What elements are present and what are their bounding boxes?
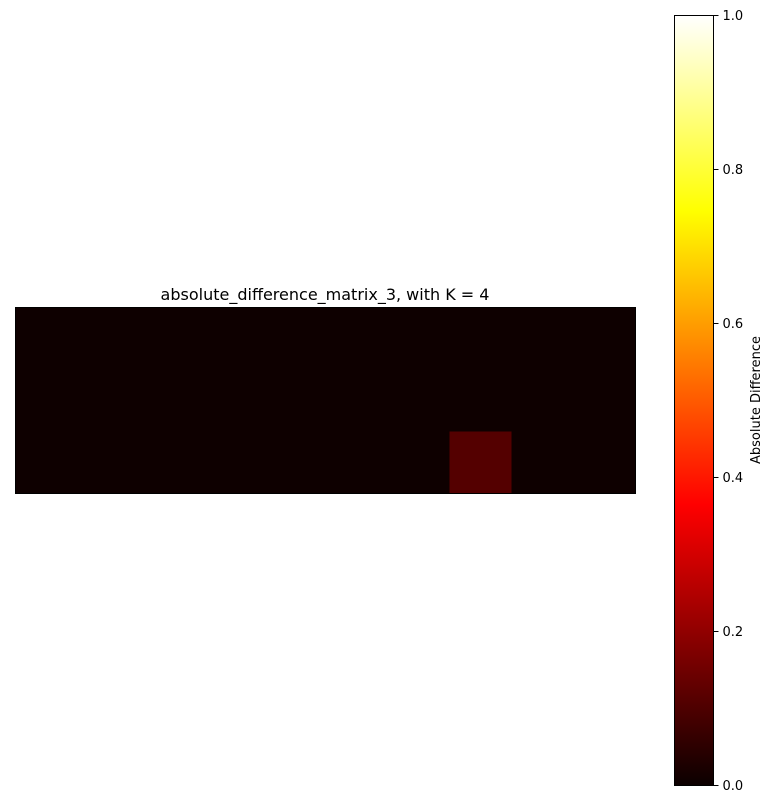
heatmap-cell-r1-c4 bbox=[263, 369, 326, 432]
heatmap-cell-r2-c4 bbox=[263, 431, 326, 494]
colorbar-tick-label: 0.0 bbox=[723, 779, 744, 794]
heatmap-cell-r0-c2 bbox=[139, 307, 202, 370]
heatmap-cell-r1-c9 bbox=[573, 369, 636, 432]
heatmap-cell-r0-c3 bbox=[201, 307, 264, 370]
heatmap-cell-r1-c2 bbox=[139, 369, 202, 432]
heatmap-cell-r2-c3 bbox=[201, 431, 264, 494]
heatmap-cell-r0-c9 bbox=[573, 307, 636, 370]
colorbar-tick-label: 0.4 bbox=[723, 471, 744, 486]
heatmap-cell-r0-c6 bbox=[387, 307, 450, 370]
heatmap-cell-r2-c2 bbox=[139, 431, 202, 494]
heatmap-cell-r0-c0 bbox=[15, 307, 78, 370]
heatmap-cell-r1-c3 bbox=[201, 369, 264, 432]
heatmap-cell-r0-c1 bbox=[77, 307, 140, 370]
heatmap-grid bbox=[15, 307, 636, 494]
heatmap-cell-r0-c4 bbox=[263, 307, 326, 370]
heatmap-cell-r2-c5 bbox=[325, 431, 388, 494]
heatmap-cell-r2-c1 bbox=[77, 431, 140, 494]
heatmap-cell-r2-c6 bbox=[387, 431, 450, 494]
colorbar bbox=[674, 15, 714, 786]
heatmap-cell-r1-c7 bbox=[449, 369, 512, 432]
chart-title: absolute_difference_matrix_3, with K = 4 bbox=[161, 285, 490, 305]
heatmap-cell-r1-c8 bbox=[511, 369, 574, 432]
heatmap-cell-r0-c8 bbox=[511, 307, 574, 370]
heatmap-frame bbox=[15, 307, 636, 494]
colorbar-tick-label: 1.0 bbox=[723, 9, 744, 24]
heatmap-cell-r1-c6 bbox=[387, 369, 450, 432]
colorbar-label: Absolute Difference bbox=[749, 336, 764, 464]
colorbar-tick-label: 0.2 bbox=[723, 625, 744, 640]
heatmap-cell-r0-c5 bbox=[325, 307, 388, 370]
colorbar-ticks: 0.0 0.2 0.4 0.6 0.8 1.0 bbox=[713, 9, 744, 794]
heatmap-cell-r2-c8 bbox=[511, 431, 574, 494]
heatmap-cell-r2-c9 bbox=[573, 431, 636, 494]
heatmap-cell-r1-c1 bbox=[77, 369, 140, 432]
colorbar-tick-label: 0.8 bbox=[723, 163, 744, 178]
heatmap-cell-r0-c7 bbox=[449, 307, 512, 370]
heatmap-cell-r1-c5 bbox=[325, 369, 388, 432]
heatmap-cell-r2-c0 bbox=[15, 431, 78, 494]
heatmap-cell-r2-c7 bbox=[449, 431, 512, 494]
colorbar-tick-label: 0.6 bbox=[723, 317, 744, 332]
heatmap-cell-r1-c0 bbox=[15, 369, 78, 432]
